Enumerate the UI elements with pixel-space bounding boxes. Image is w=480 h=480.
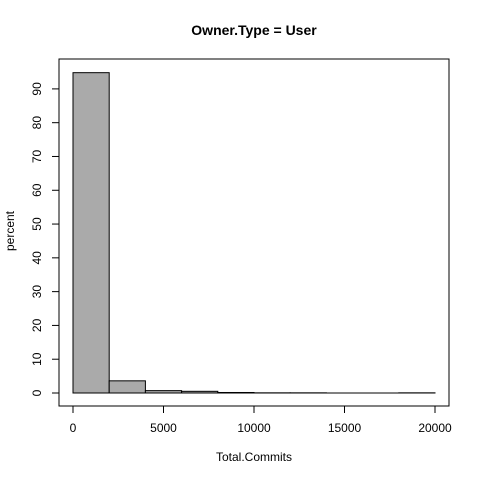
bars-group	[72, 72, 436, 394]
y-tick-label: 50	[30, 217, 44, 231]
x-tick-label: 10000	[237, 421, 271, 435]
y-tick-label: 70	[30, 149, 44, 163]
y-tick-label: 40	[30, 251, 44, 265]
y-tick-label: 90	[30, 82, 44, 96]
chart-title: Owner.Type = User	[191, 22, 317, 38]
y-tick-label: 20	[30, 318, 44, 332]
y-tick-label: 80	[30, 116, 44, 130]
y-tick-label: 10	[30, 352, 44, 366]
x-tick-label: 15000	[328, 421, 362, 435]
x-tick-label: 5000	[150, 421, 177, 435]
y-tick-label: 30	[30, 285, 44, 299]
x-axis-label: Total.Commits	[216, 450, 292, 464]
x-tick-label: 0	[70, 421, 77, 435]
y-tick-label: 60	[30, 183, 44, 197]
x-axis: 0 5000 10000 15000 20000	[70, 405, 452, 435]
x-tick-label: 20000	[418, 421, 452, 435]
histogram-bar	[72, 72, 110, 394]
y-tick-label: 0	[30, 389, 44, 396]
plot-frame	[58, 58, 450, 407]
histogram-bar	[108, 380, 146, 394]
y-axis-label: percent	[3, 210, 17, 251]
y-axis: 0 10 20 30 40 50 60 70 80 90	[30, 82, 60, 396]
